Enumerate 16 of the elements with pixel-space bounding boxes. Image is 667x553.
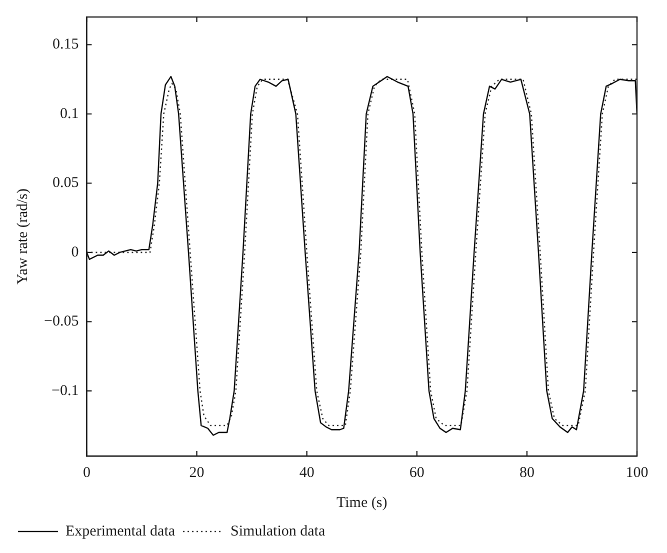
x-tick-label: 100 xyxy=(626,464,648,481)
y-tick-label: 0 xyxy=(71,244,79,260)
x-tick-label: 60 xyxy=(409,464,424,481)
y-tick-label: 0.15 xyxy=(52,36,79,53)
y-tick-label: −0.05 xyxy=(44,314,79,330)
x-axis-title: Time (s) xyxy=(336,494,388,511)
y-tick-label: 0.1 xyxy=(60,106,79,122)
x-tick-label: 20 xyxy=(189,464,204,481)
y-axis-title: Yaw rate (rad/s) xyxy=(14,188,31,284)
x-tick-label: 80 xyxy=(519,464,534,481)
x-tick-label: 40 xyxy=(299,464,314,481)
x-tick-label: 0 xyxy=(82,464,90,481)
y-tick-label: 0.05 xyxy=(52,175,79,192)
y-tick-label: −0.1 xyxy=(51,382,79,399)
legend-label: Simulation data xyxy=(230,523,326,540)
legend-label: Experimental data xyxy=(66,523,176,540)
